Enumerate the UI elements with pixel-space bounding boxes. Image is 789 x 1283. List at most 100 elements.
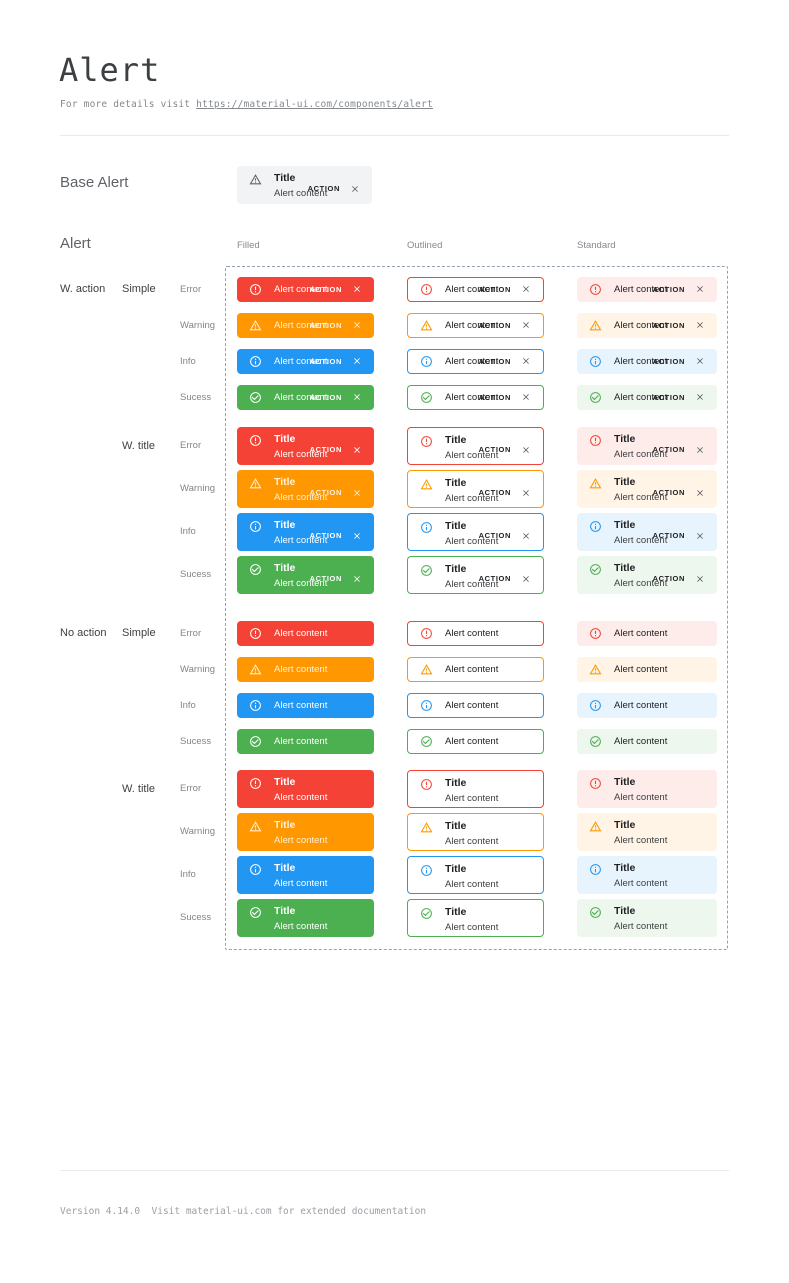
action-button[interactable]: ACTION (652, 445, 685, 455)
close-button[interactable] (350, 184, 360, 194)
alert-content: Alert content (445, 355, 499, 367)
alert-row: No action Simple Error Alert content Alert c… (0, 620, 789, 646)
close-button[interactable] (352, 320, 362, 330)
action-button[interactable]: ACTION (478, 320, 511, 330)
action-button[interactable]: ACTION (309, 320, 342, 330)
close-icon (354, 532, 360, 539)
action-button[interactable]: ACTION (478, 356, 511, 366)
alert-content: Alert content (445, 792, 499, 804)
action-button[interactable]: ACTION (309, 531, 342, 541)
error-icon (590, 627, 601, 639)
base-section-label: Base Alert (60, 173, 129, 191)
action-button[interactable]: ACTION (478, 488, 511, 498)
column-header-standard: Standard (577, 239, 616, 251)
alert-outlined-success-titled: Title Alert content (407, 898, 544, 937)
alert-content: Alert content (614, 699, 668, 711)
info-icon (590, 699, 601, 711)
alert-content: Alert content (274, 663, 328, 675)
action-button[interactable]: ACTION (309, 488, 342, 498)
info-icon (250, 520, 261, 532)
close-button[interactable] (695, 488, 705, 498)
close-button[interactable] (521, 392, 531, 402)
close-icon (354, 394, 360, 401)
alert-row: Sucess Title Alert content Title Alert conte… (0, 898, 789, 937)
action-button[interactable]: ACTION (652, 392, 685, 402)
close-button[interactable] (521, 531, 531, 541)
alert-row: W. title Error Title Alert content Title Aler… (0, 769, 789, 808)
close-button[interactable] (695, 356, 705, 366)
alert-content: Alert content (445, 878, 499, 890)
row-severity-label: Info (180, 699, 196, 711)
alert-content: Alert content (614, 283, 668, 295)
close-button[interactable] (352, 574, 362, 584)
action-button[interactable]: ACTION (652, 320, 685, 330)
action-button[interactable]: ACTION (309, 284, 342, 294)
close-button[interactable] (695, 445, 705, 455)
alert-grid-rows: W. action Simple Error Alert content ACTION A… (0, 276, 789, 937)
close-button[interactable] (521, 488, 531, 498)
success-icon (421, 564, 432, 576)
alert-title: Title (614, 561, 636, 574)
close-button[interactable] (695, 531, 705, 541)
close-button[interactable] (695, 392, 705, 402)
action-button[interactable]: ACTION (478, 574, 511, 584)
close-button[interactable] (352, 356, 362, 366)
close-button[interactable] (352, 488, 362, 498)
close-button[interactable] (695, 320, 705, 330)
close-button[interactable] (521, 445, 531, 455)
success-icon (590, 563, 601, 575)
close-button[interactable] (521, 356, 531, 366)
action-button[interactable]: ACTION (652, 356, 685, 366)
close-button[interactable] (352, 284, 362, 294)
row-severity-label: Warning (180, 663, 216, 675)
alert-content: Alert content (614, 735, 668, 747)
action-button[interactable]: ACTION (478, 392, 511, 402)
close-icon (523, 394, 529, 401)
close-icon (354, 489, 360, 496)
alert-outlined-error: Alert content ACTION (407, 276, 544, 302)
close-button[interactable] (352, 531, 362, 541)
alert-filled-success-titled: Title Alert content (237, 898, 374, 937)
warning-icon (420, 478, 433, 490)
close-button[interactable] (521, 320, 531, 330)
alert-filled-info-titled: Title Alert content ACTION (237, 512, 374, 551)
warning-icon (589, 663, 602, 675)
alert-row: Info Alert content Alert content Alert cont… (0, 692, 789, 718)
action-button[interactable]: ACTION (309, 574, 342, 584)
error-icon (421, 627, 432, 639)
close-button[interactable] (352, 445, 362, 455)
alert-outlined-success-titled: Title Alert content ACTION (407, 555, 544, 594)
info-icon (421, 699, 432, 711)
action-button[interactable]: ACTION (309, 392, 342, 402)
alert-content: Alert content (274, 699, 328, 711)
close-button[interactable] (695, 574, 705, 584)
alert-standard-error-titled: Title Alert content (577, 769, 717, 808)
action-button[interactable]: ACTION (652, 531, 685, 541)
action-button[interactable]: ACTION (309, 445, 342, 455)
alert-row: Warning Alert content ACTION Alert content A… (0, 312, 789, 338)
action-button[interactable]: ACTION (652, 574, 685, 584)
success-icon (590, 391, 601, 403)
alert-filled-info-titled: Title Alert content (237, 855, 374, 894)
close-button[interactable] (521, 574, 531, 584)
action-button[interactable]: ACTION (309, 356, 342, 366)
error-icon (421, 435, 432, 447)
alert-content: Alert content (445, 663, 499, 675)
success-icon (250, 391, 261, 403)
action-button[interactable]: ACTION (652, 284, 685, 294)
action-button[interactable]: ACTION (307, 184, 340, 194)
close-button[interactable] (695, 284, 705, 294)
warning-icon (589, 477, 602, 489)
docs-link[interactable]: https://material-ui.com/components/alert (196, 98, 433, 110)
action-button[interactable]: ACTION (478, 531, 511, 541)
error-icon (250, 283, 261, 295)
action-button[interactable]: ACTION (478, 284, 511, 294)
close-button[interactable] (352, 392, 362, 402)
close-button[interactable] (521, 284, 531, 294)
warning-icon (420, 319, 433, 331)
success-icon (421, 907, 432, 919)
row-severity-label: Error (180, 440, 202, 452)
row-severity-label: Info (180, 526, 196, 538)
action-button[interactable]: ACTION (478, 445, 511, 455)
action-button[interactable]: ACTION (652, 488, 685, 498)
